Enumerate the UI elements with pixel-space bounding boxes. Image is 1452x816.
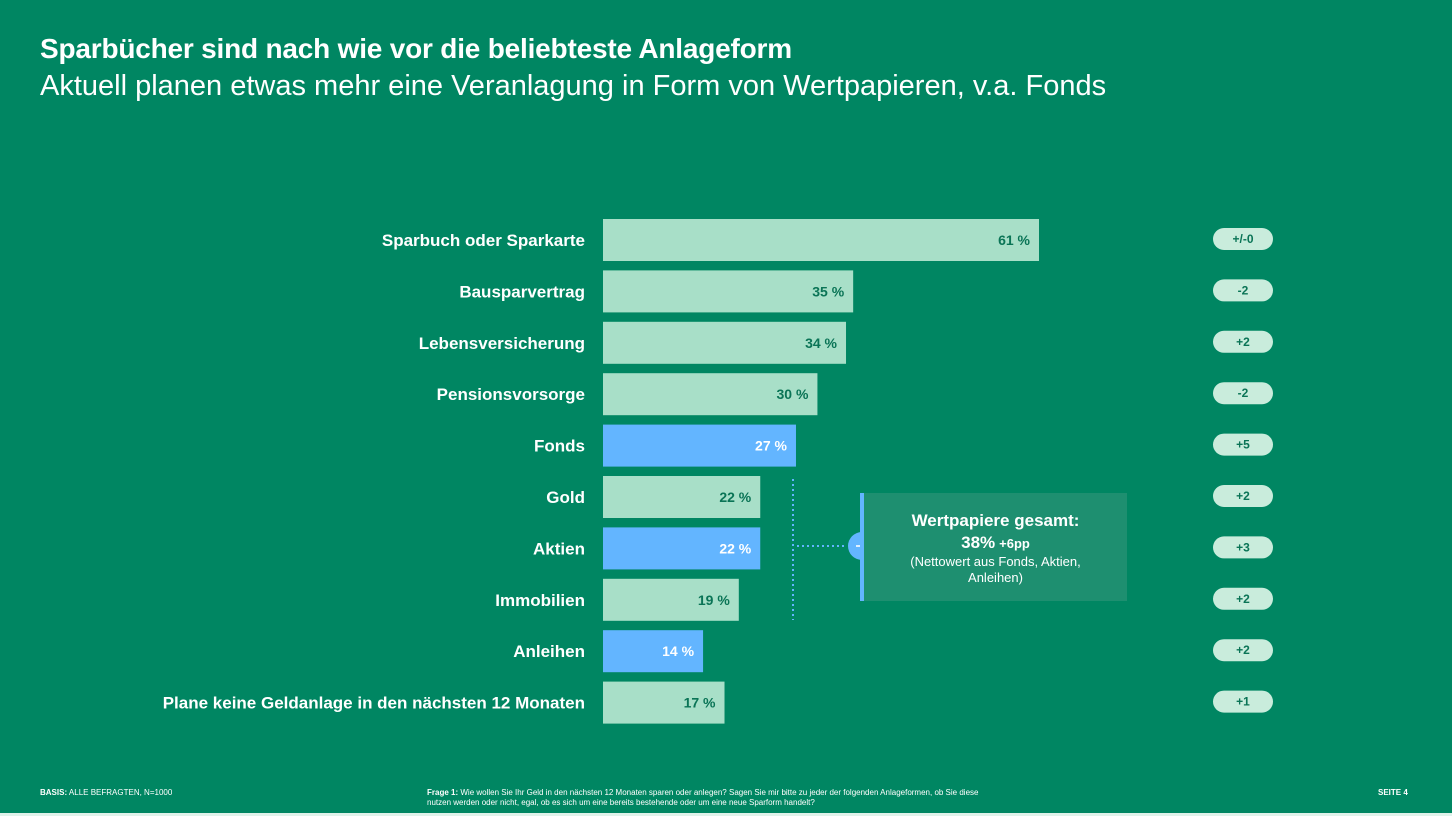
category-label: Aktien: [533, 539, 585, 558]
change-badge: [1213, 228, 1273, 250]
category-label: Pensionsvorsorge: [437, 385, 585, 404]
value-label: 19 %: [698, 592, 730, 608]
category-label: Sparbuch oder Sparkarte: [382, 231, 585, 250]
change-label: -2: [1238, 283, 1249, 297]
change-label: -2: [1238, 386, 1249, 400]
callout-value: 38%: [961, 533, 996, 552]
bar: [603, 527, 761, 570]
page-title: Sparbücher sind nach wie vor die beliebt…: [40, 33, 792, 64]
value-label: 61 %: [998, 232, 1030, 248]
change-label: +2: [1236, 643, 1250, 657]
footer-question: Frage 1: Wie wollen Sie Ihr Geld in den …: [427, 788, 987, 808]
footer-basis: BASIS: ALLE BEFRAGTEN, N=1000: [40, 788, 172, 798]
callout-note: (Nettowert aus Fonds, Aktien, Anleihen): [910, 554, 1081, 585]
bars-layer: Sparbuch oder Sparkarte 61 % +/-0 Bausparve…: [163, 219, 1273, 724]
bar: [603, 373, 818, 416]
change-badge: [1213, 587, 1273, 610]
value-label: 14 %: [662, 643, 694, 659]
change-label: +2: [1236, 592, 1250, 606]
callout-delta: +6pp: [999, 536, 1030, 551]
category-label: Immobilien: [495, 591, 585, 610]
question-text: Wie wollen Sie Ihr Geld in den nächsten …: [427, 788, 979, 807]
category-label: Bausparvertrag: [459, 282, 585, 301]
bar: [603, 476, 761, 518]
change-label: +2: [1236, 335, 1250, 349]
page-number: SEITE 4: [1378, 788, 1408, 797]
question-label: Frage 1:: [427, 788, 459, 797]
change-label: +3: [1236, 540, 1250, 554]
value-label: 35 %: [812, 283, 844, 299]
bar: [603, 219, 1039, 261]
value-label: 30 %: [777, 386, 809, 402]
bar: [603, 630, 704, 673]
category-label: Lebensversicherung: [419, 334, 585, 353]
bar: [603, 321, 847, 364]
bar: [603, 681, 725, 724]
bar: [603, 578, 739, 621]
value-label: 22 %: [719, 489, 751, 505]
change-label: +2: [1236, 489, 1250, 503]
change-label: +1: [1236, 695, 1250, 709]
value-label: 22 %: [719, 540, 751, 556]
value-label: 27 %: [755, 438, 787, 454]
change-badge: [1213, 536, 1273, 559]
basis-text: ALLE BEFRAGTEN, N=1000: [68, 788, 173, 797]
basis-label: BASIS:: [40, 788, 68, 797]
change-label: +5: [1236, 438, 1250, 452]
change-label: +/-0: [1232, 232, 1253, 246]
category-label: Fonds: [534, 437, 585, 456]
category-label: Gold: [546, 488, 585, 507]
bottom-strip: [0, 813, 1452, 816]
change-badge: [1213, 382, 1273, 405]
callout-value-line: 38% +6pp: [864, 533, 1127, 553]
securities-total-callout: Wertpapiere gesamt: 38% +6pp (Nettowert a…: [860, 493, 1127, 601]
change-badge: [1213, 279, 1273, 302]
change-badge: [1213, 690, 1273, 713]
page-subtitle: Aktuell planen etwas mehr eine Veranlagu…: [40, 70, 1107, 102]
change-badge: [1213, 433, 1273, 456]
value-label: 17 %: [684, 695, 716, 711]
change-badge: [1213, 639, 1273, 662]
change-badge: [1213, 330, 1273, 353]
bar: [603, 270, 854, 313]
change-badge: [1213, 485, 1273, 507]
category-label: Plane keine Geldanlage in den nächsten 1…: [163, 694, 585, 713]
bar: [603, 424, 796, 467]
value-label: 34 %: [805, 335, 837, 351]
category-label: Anleihen: [513, 642, 585, 661]
callout-title: Wertpapiere gesamt:: [911, 511, 1080, 530]
